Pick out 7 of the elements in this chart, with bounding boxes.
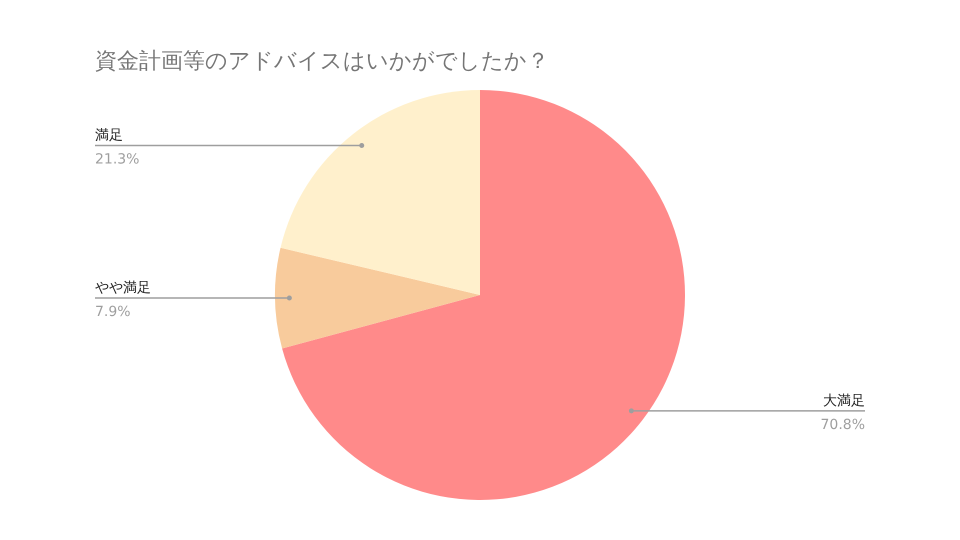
slice-label: 大満足	[823, 392, 865, 409]
data-label: 7.9%	[95, 304, 131, 320]
slice-label: 満足	[95, 127, 123, 144]
chart-title: 資金計画等のアドバイスはいかがでしたか？	[95, 49, 549, 74]
data-label: 21.3%	[95, 151, 140, 168]
data-label: 70.8%	[820, 416, 865, 433]
slice-label: やや満足	[95, 280, 151, 296]
